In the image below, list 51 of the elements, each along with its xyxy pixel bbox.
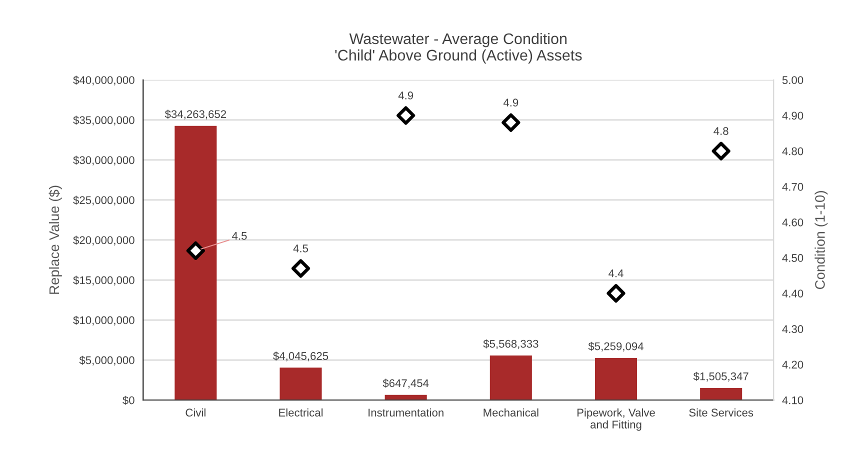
- y-tick-label: $15,000,000: [73, 276, 134, 286]
- data-label: 4.8: [714, 127, 728, 135]
- data-label: $647,454: [382, 378, 429, 388]
- x-tick-label: Site Services: [689, 408, 754, 417]
- point: [186, 241, 205, 260]
- data-label: 4.9: [398, 92, 414, 100]
- y2-tick-label: 4.70: [782, 182, 804, 191]
- y-tick-label: $25,000,000: [73, 196, 134, 206]
- bar: [280, 368, 322, 400]
- y2-tick-label: 4.20: [782, 360, 804, 369]
- y-tick-label: $10,000,000: [73, 316, 134, 326]
- x-tick-label: Electrical: [279, 408, 323, 417]
- bar: [490, 355, 532, 400]
- chart-title: Wastewater - Average Condition 'Child' Above Ground (Active) Assets: [335, 32, 582, 64]
- bar: [594, 358, 638, 400]
- y2-tick-label: 4.60: [782, 218, 804, 226]
- x-tick-label: Civil: [186, 408, 206, 417]
- y2-tick-label: 4.50: [782, 254, 804, 262]
- data-label: 4.5: [232, 232, 247, 240]
- y2-tick-label: 4.90: [782, 112, 804, 120]
- y-tick-label: $0: [122, 396, 134, 405]
- y2-tick-label: 4.30: [782, 325, 804, 334]
- point: [712, 142, 730, 160]
- y2-tick-label: 4.40: [782, 290, 804, 298]
- point: [502, 113, 520, 132]
- bar: [174, 126, 217, 400]
- y-axis-title: Replace Value ($): [48, 186, 62, 294]
- y-tick-label: $40,000,000: [73, 76, 134, 86]
- data-label: $5,259,094: [588, 342, 644, 352]
- x-tick-label: Pipework, Valve and Fitting: [577, 408, 655, 431]
- y-tick-label: $30,000,000: [73, 156, 134, 166]
- y-tick-label: $5,000,000: [79, 356, 134, 366]
- y-tick-label: $35,000,000: [73, 116, 134, 126]
- y-tick-label: $20,000,000: [73, 236, 134, 246]
- point: [396, 106, 416, 125]
- data-label: $5,568,333: [483, 339, 538, 350]
- x-tick-label: Mechanical: [484, 408, 538, 417]
- y2-tick-label: 4.10: [782, 396, 804, 404]
- x-tick-label: Instrumentation: [368, 408, 444, 417]
- y2-tick-label: 4.80: [782, 147, 804, 156]
- data-label: 4.4: [608, 270, 624, 278]
- data-label: 4.5: [293, 244, 308, 252]
- y2-tick-label: 5.00: [782, 76, 804, 84]
- data-label: $4,045,625: [273, 352, 328, 362]
- bar: [700, 388, 742, 400]
- point: [291, 259, 310, 278]
- data-label: $34,263,652: [164, 110, 226, 120]
- y2-axis-title: Condition (1-10): [814, 191, 828, 290]
- data-label: $1,505,347: [693, 372, 748, 382]
- data-label: 4.9: [503, 98, 518, 107]
- point: [606, 284, 626, 303]
